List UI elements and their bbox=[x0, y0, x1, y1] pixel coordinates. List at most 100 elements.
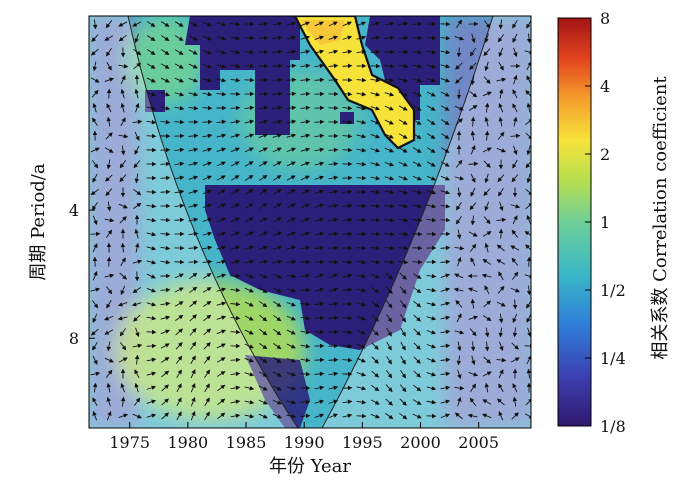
phase-arrow bbox=[512, 383, 518, 393]
phase-arrow bbox=[510, 204, 521, 209]
phase-arrow bbox=[356, 91, 367, 97]
phase-arrow bbox=[511, 271, 519, 280]
phase-arrow bbox=[230, 231, 240, 237]
phase-arrow bbox=[440, 385, 451, 391]
phase-arrow bbox=[202, 287, 212, 293]
phase-arrow bbox=[454, 385, 465, 391]
phase-arrow bbox=[244, 203, 254, 209]
phase-arrow bbox=[412, 64, 423, 69]
phase-arrow bbox=[398, 35, 409, 41]
phase-arrow bbox=[525, 202, 531, 210]
phase-arrow bbox=[118, 21, 128, 27]
phase-arrow bbox=[244, 49, 255, 55]
phase-arrow bbox=[118, 133, 129, 139]
phase-arrow bbox=[146, 232, 157, 237]
phase-arrow bbox=[217, 398, 226, 406]
phase-arrow bbox=[244, 231, 254, 237]
phase-arrow bbox=[526, 102, 531, 113]
phase-arrow bbox=[398, 231, 409, 237]
phase-arrow bbox=[300, 245, 311, 251]
phase-arrow bbox=[190, 396, 196, 407]
phase-arrow bbox=[203, 328, 212, 336]
phase-arrow bbox=[106, 116, 112, 127]
phase-arrow bbox=[498, 411, 504, 421]
phase-arrow bbox=[496, 217, 507, 223]
phase-arrow bbox=[498, 271, 504, 281]
phase-arrow bbox=[286, 119, 297, 125]
phase-arrow bbox=[146, 302, 157, 307]
phase-arrow bbox=[398, 190, 409, 195]
phase-arrow bbox=[440, 119, 450, 125]
phase-arrow bbox=[300, 147, 311, 152]
phase-arrow bbox=[202, 133, 213, 139]
phase-arrow bbox=[440, 35, 451, 41]
phase-arrow bbox=[90, 328, 99, 336]
phase-arrow bbox=[92, 19, 98, 30]
phase-arrow bbox=[412, 413, 422, 419]
x-tick-label: 1990 bbox=[284, 433, 325, 452]
phase-arrow bbox=[384, 189, 395, 195]
phase-arrow bbox=[356, 315, 366, 321]
phase-arrow bbox=[426, 287, 437, 293]
phase-arrow bbox=[230, 189, 240, 195]
colorbar-tick-label: 1/4 bbox=[600, 349, 626, 368]
phase-arrow bbox=[188, 217, 199, 223]
phase-arrow bbox=[510, 133, 521, 139]
phase-arrow bbox=[384, 119, 394, 125]
phase-arrow bbox=[230, 49, 241, 55]
phase-arrow bbox=[498, 102, 504, 113]
phase-arrow bbox=[342, 119, 353, 125]
phase-arrow bbox=[216, 119, 227, 125]
phase-arrow bbox=[189, 272, 198, 280]
phase-arrow bbox=[146, 133, 157, 139]
phase-arrow bbox=[258, 175, 268, 181]
phase-arrow bbox=[258, 231, 268, 237]
phase-arrow bbox=[483, 188, 491, 196]
phase-arrow bbox=[328, 287, 339, 292]
phase-arrow bbox=[202, 203, 213, 209]
phase-arrow bbox=[230, 259, 241, 264]
phase-arrow bbox=[356, 273, 367, 279]
phase-arrow bbox=[371, 342, 379, 350]
phase-arrow bbox=[412, 217, 423, 223]
phase-arrow bbox=[202, 161, 213, 166]
phase-arrow bbox=[104, 77, 115, 82]
phase-arrow bbox=[426, 217, 437, 223]
phase-arrow bbox=[203, 314, 212, 322]
phase-arrow bbox=[104, 329, 114, 335]
phase-arrow bbox=[202, 245, 213, 251]
phase-arrow bbox=[511, 257, 519, 266]
phase-arrow bbox=[512, 215, 518, 225]
phase-arrow bbox=[314, 371, 325, 377]
phase-arrow bbox=[160, 329, 171, 335]
phase-arrow bbox=[245, 188, 254, 195]
phase-arrow bbox=[314, 217, 325, 222]
phase-arrow bbox=[258, 91, 269, 97]
phase-arrow bbox=[175, 314, 184, 321]
phase-arrow bbox=[398, 217, 409, 223]
phase-arrow bbox=[258, 357, 268, 363]
phase-arrow bbox=[216, 245, 227, 250]
phase-arrow bbox=[426, 35, 437, 41]
phase-arrow bbox=[286, 147, 297, 153]
phase-arrow bbox=[484, 327, 490, 338]
phase-arrow bbox=[370, 189, 381, 195]
phase-arrow bbox=[314, 63, 325, 69]
phase-arrow bbox=[413, 356, 421, 364]
phase-arrow bbox=[134, 271, 140, 282]
colorbar-title: 相关系数 Correlation coefficient bbox=[650, 76, 671, 360]
phase-arrow bbox=[175, 355, 183, 364]
phase-arrow bbox=[511, 174, 519, 183]
phase-arrow bbox=[286, 343, 296, 349]
phase-arrow bbox=[174, 273, 184, 279]
phase-arrow bbox=[216, 36, 227, 41]
phase-arrow bbox=[314, 203, 325, 208]
phase-arrow bbox=[412, 49, 423, 55]
phase-arrow bbox=[133, 48, 142, 56]
phase-arrow bbox=[455, 299, 463, 308]
phase-arrow bbox=[146, 385, 157, 390]
phase-arrow bbox=[300, 63, 311, 69]
phase-arrow bbox=[399, 286, 407, 295]
phase-arrow bbox=[440, 357, 451, 363]
